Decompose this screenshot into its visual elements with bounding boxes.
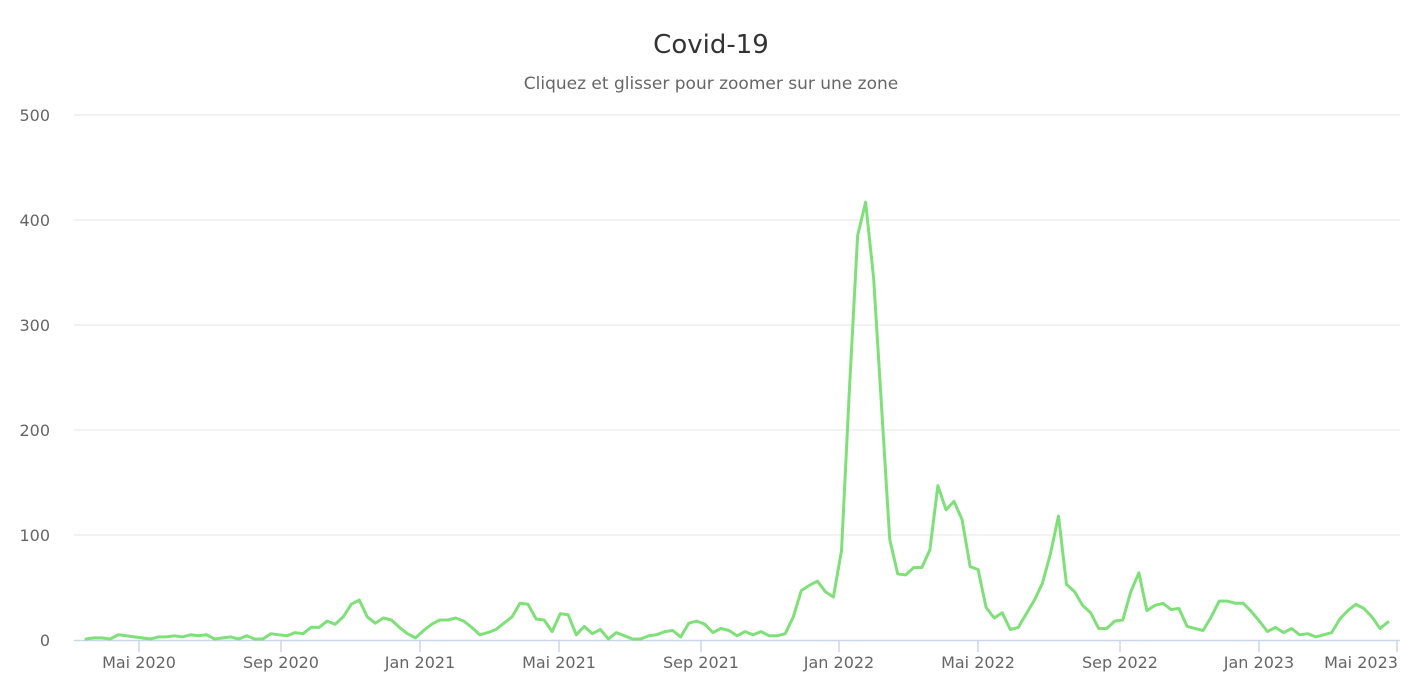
chart-subtitle: Cliquez et glisser pour zoomer sur une z… [523,74,899,94]
y-tick-label: 100 [19,526,50,545]
x-tick-label: Mai 2021 [522,653,596,672]
y-tick-label: 200 [19,421,50,440]
x-tick-label: Jan 2022 [803,653,874,672]
gridlines [74,114,1400,536]
x-tick-label: Sep 2021 [663,653,739,672]
x-tick-label: Mai 2023 [1324,653,1398,672]
x-tick-label: Mai 2022 [941,653,1015,672]
y-tick-label: 0 [40,631,50,650]
x-tick-label: Jan 2021 [384,653,455,672]
x-tick-label: Jan 2023 [1223,653,1294,672]
chart-title: Covid-19 [653,30,769,60]
y-tick-label: 400 [19,211,50,230]
series-line[interactable] [84,200,1390,641]
x-tick-label: Mai 2020 [102,653,176,672]
x-tick-label: Sep 2020 [243,653,319,672]
x-tick-label: Sep 2022 [1082,653,1158,672]
y-axis: 0 100 200 300 400 500 [19,106,50,650]
y-tick-label: 500 [19,106,50,125]
x-axis: Mai 2020 Sep 2020 Jan 2021 Mai 2021 Sep 2021… [74,639,1400,672]
y-tick-label: 300 [19,316,50,335]
